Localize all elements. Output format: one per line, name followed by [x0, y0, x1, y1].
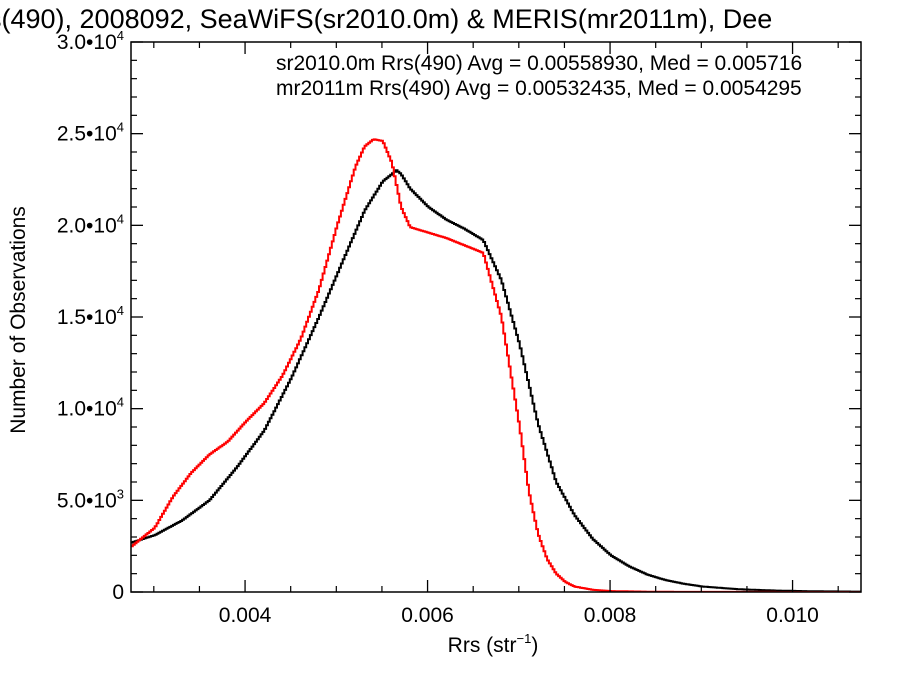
y-axis-label: Number of Observations	[7, 206, 30, 434]
y-tick-mantissa: 5.0•10	[57, 489, 117, 512]
legend-entry-2: mr2011m Rrs(490) Avg = 0.00532435, Med =…	[276, 77, 802, 100]
x-axis-label-exponent: −1	[517, 631, 532, 646]
y-tick-mantissa: 1.5•10	[57, 306, 117, 329]
y-tick-mantissa: 1.0•10	[57, 398, 117, 421]
y-tick-label: 2.0•104	[57, 211, 124, 237]
y-tick-label: 3.0•104	[57, 28, 124, 54]
series-line-2	[131, 138, 861, 592]
legend-entry-1: sr2010.0m Rrs(490) Avg = 0.00558930, Med…	[276, 52, 802, 75]
y-tick-label: 1.0•104	[57, 395, 124, 421]
x-tick-label: 0.010	[766, 604, 819, 627]
x-axis-label-base: Rrs (str	[448, 634, 517, 657]
x-axis-label-close: )	[531, 634, 538, 657]
y-tick-label: 2.5•104	[57, 120, 124, 146]
y-tick-exponent: 4	[117, 211, 124, 226]
y-tick-mantissa: 3.0•10	[57, 31, 117, 54]
x-axis-label: Rrs (str−1)	[448, 631, 539, 657]
y-tick-exponent: 4	[117, 120, 124, 135]
y-tick-exponent: 4	[117, 28, 124, 43]
series-line-1	[131, 169, 861, 592]
y-tick-label: 1.5•104	[57, 303, 124, 329]
y-tick-label: 5.0•103	[57, 486, 124, 512]
plot-area	[131, 138, 861, 592]
x-tick-label: 0.006	[401, 604, 454, 627]
x-tick-label: 0.008	[584, 604, 637, 627]
y-tick-mantissa: 2.5•10	[57, 123, 117, 146]
x-tick-label: 0.004	[219, 604, 272, 627]
y-tick-exponent: 3	[117, 486, 124, 501]
y-tick-label: 0	[112, 581, 124, 604]
legend: sr2010.0m Rrs(490) Avg = 0.00558930, Med…	[276, 52, 802, 100]
y-tick-exponent: 4	[117, 395, 124, 410]
chart-title: s(490), 2008092, SeaWiFS(sr2010.0m) & ME…	[0, 4, 772, 34]
plot-frame	[130, 41, 862, 593]
y-tick-exponent: 4	[117, 303, 124, 318]
y-tick-mantissa: 2.0•10	[57, 214, 117, 237]
axes: 0.004 0.006 0.008 0.01005.0•1031.0•1041.5•1…	[57, 28, 862, 627]
y-tick-mantissa: 0	[112, 581, 124, 604]
